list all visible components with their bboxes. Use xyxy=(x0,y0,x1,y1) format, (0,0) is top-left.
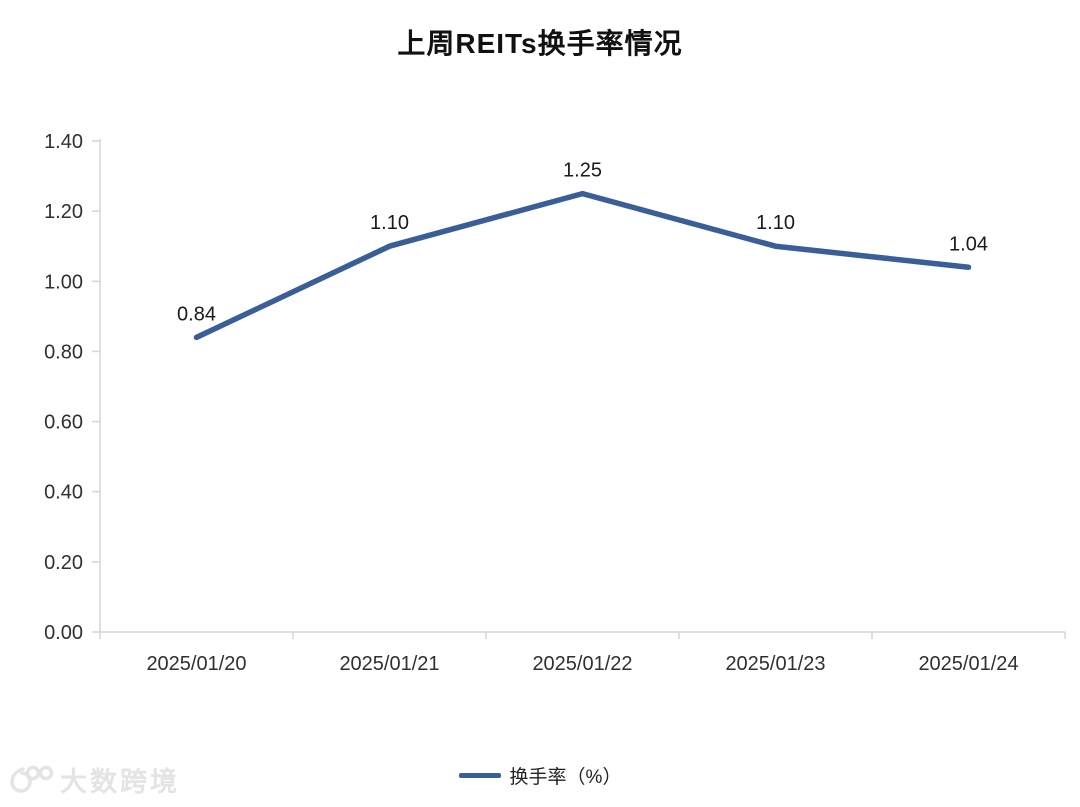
data-label: 0.84 xyxy=(177,303,216,325)
data-label: 1.10 xyxy=(756,212,795,234)
legend: 换手率（%） xyxy=(0,762,1080,789)
watermark: 大数跨境 xyxy=(8,760,180,799)
y-tick-label: 0.80 xyxy=(44,341,83,363)
y-tick-label: 0.40 xyxy=(44,482,83,504)
data-label: 1.25 xyxy=(563,160,602,182)
legend-label: 换手率（%） xyxy=(509,767,622,788)
x-tick-label: 2025/01/24 xyxy=(918,653,1018,675)
x-tick-label: 2025/01/23 xyxy=(725,653,825,675)
legend-line-swatch xyxy=(458,773,501,778)
x-tick-label: 2025/01/22 xyxy=(532,653,632,675)
data-label: 1.10 xyxy=(370,212,409,234)
y-tick-label: 0.00 xyxy=(44,622,83,644)
y-tick-label: 0.20 xyxy=(44,552,83,574)
y-tick-label: 1.20 xyxy=(44,201,83,223)
series-line-turnover xyxy=(193,190,972,341)
chart-title: 上周REITs换手率情况 xyxy=(397,28,683,59)
watermark-text: 大数跨境 xyxy=(60,767,180,797)
x-tick-label: 2025/01/21 xyxy=(339,653,439,675)
data-label: 1.04 xyxy=(949,233,988,255)
y-tick-label: 0.60 xyxy=(44,412,83,434)
x-tick-label: 2025/01/20 xyxy=(146,653,246,675)
y-tick-label: 1.40 xyxy=(44,131,83,153)
y-tick-label: 1.00 xyxy=(44,271,83,293)
watermark-logo-icon xyxy=(10,765,54,793)
